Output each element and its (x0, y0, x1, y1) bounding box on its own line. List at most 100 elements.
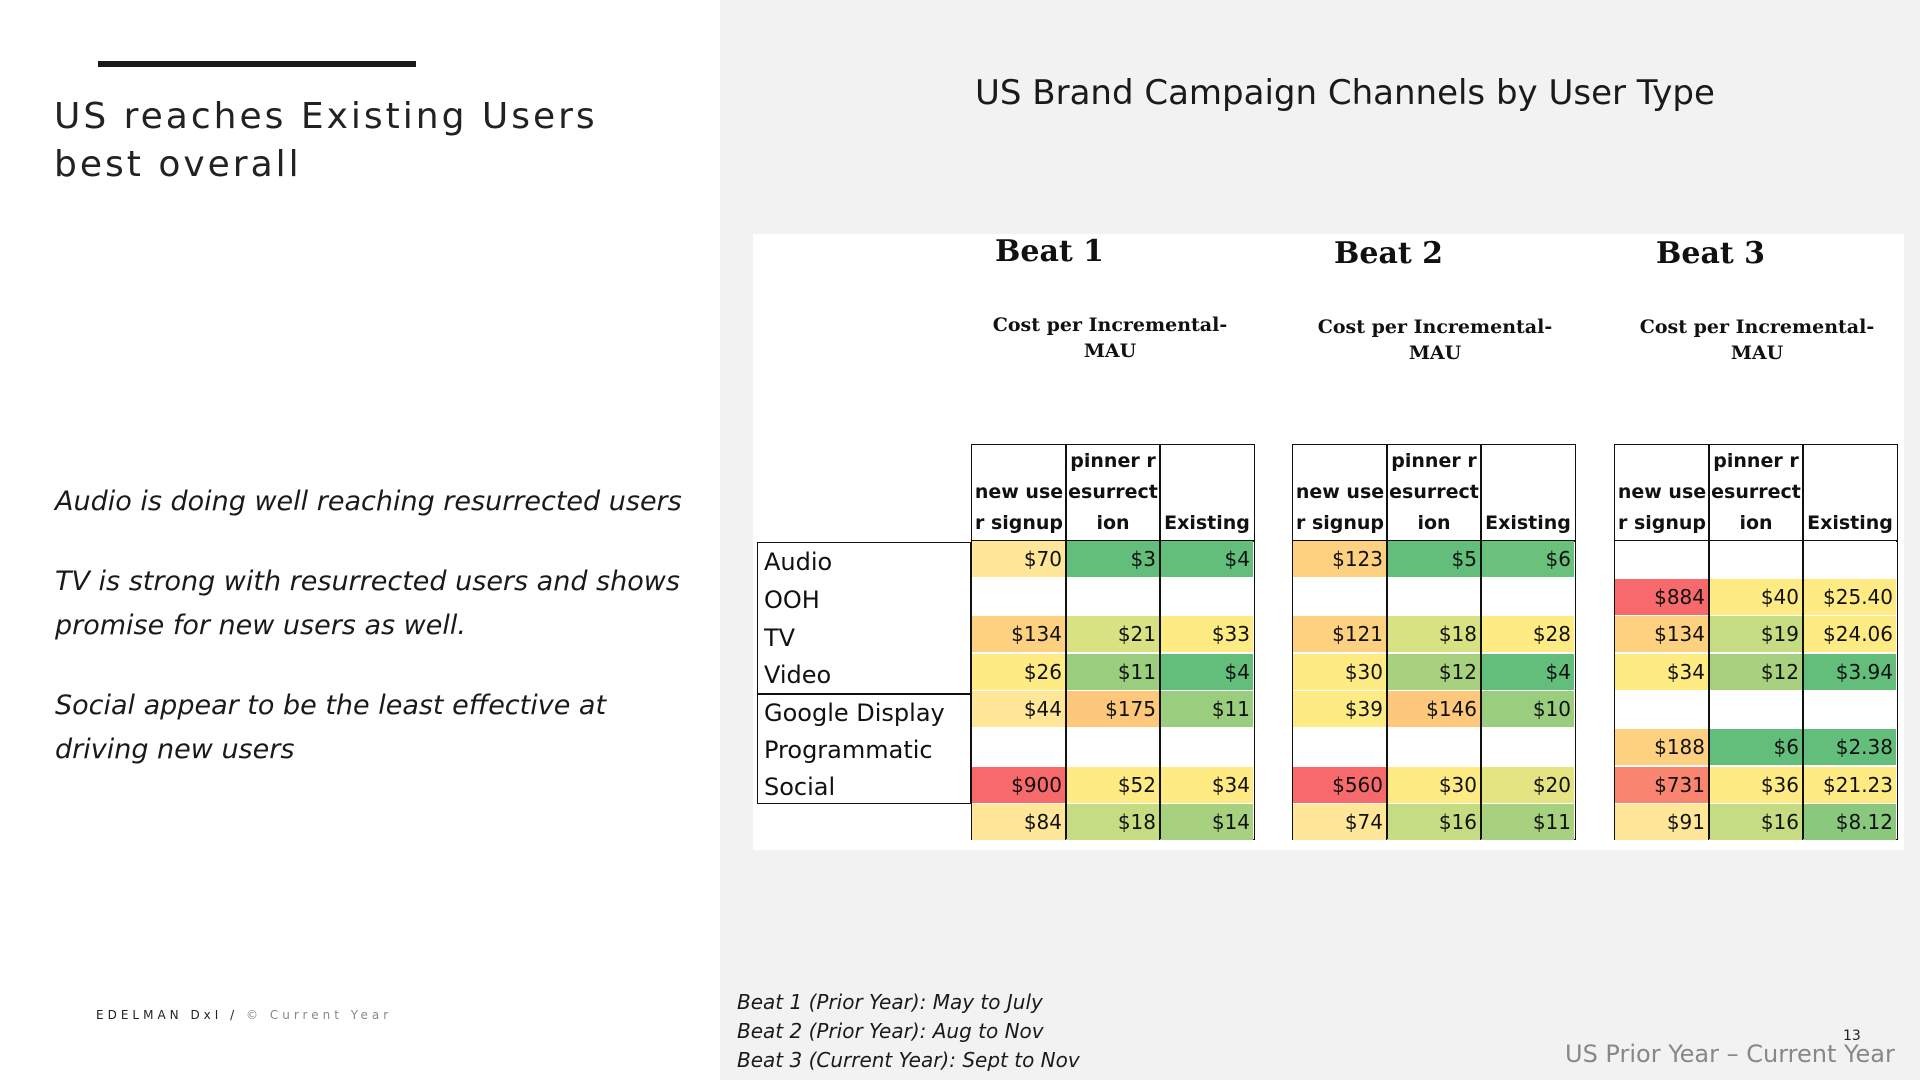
cell-existing (1803, 541, 1896, 577)
column-divider (1802, 445, 1804, 839)
accent-bar (98, 61, 416, 67)
cell-new-user-signup: $84 (972, 804, 1065, 841)
cell-existing: $4 (1160, 653, 1253, 690)
header-rule (972, 540, 1254, 542)
cell-pinner-resurrection: $19 (1709, 616, 1802, 653)
cell-new-user-signup (1293, 578, 1386, 615)
cell-pinner-resurrection: $30 (1387, 766, 1480, 803)
column-divider (1480, 445, 1482, 839)
channel-tv: TV (764, 624, 796, 652)
cell-pinner-resurrection: $5 (1387, 541, 1480, 577)
channel-programmatic: Programmatic (764, 736, 933, 764)
beat-3-dates: Beat 3 (Current Year): Sept to Nov (737, 1048, 1080, 1072)
period-label: US Prior Year – Current Year (1565, 1040, 1895, 1068)
column-divider (1065, 445, 1067, 839)
cell-existing: $3.94 (1803, 653, 1896, 690)
cell-existing: $8.12 (1803, 804, 1896, 841)
cell-existing: $6 (1481, 541, 1574, 577)
cell-existing (1481, 729, 1574, 765)
channel-google-display: Google Display (764, 699, 945, 727)
insight-tv: TV is strong with resurrected users and … (55, 566, 680, 641)
column-divider (1159, 445, 1161, 839)
cell-new-user-signup: $188 (1615, 729, 1708, 765)
channel-group-divider (758, 693, 970, 695)
cell-pinner-resurrection: $16 (1709, 804, 1802, 841)
col-header-pinner-resurrection: pinner resurrection (1389, 450, 1479, 534)
slide-heading: US reaches Existing Users best overall (54, 96, 598, 185)
col-header-new-user-signup: new user signup (974, 481, 1064, 534)
cell-existing: $33 (1160, 616, 1253, 653)
cell-new-user-signup: $731 (1615, 766, 1708, 803)
cell-pinner-resurrection: $6 (1709, 729, 1802, 765)
cell-new-user-signup (972, 729, 1065, 765)
cell-pinner-resurrection: $3 (1066, 541, 1159, 577)
cell-existing (1481, 578, 1574, 615)
header-rule (1293, 540, 1575, 542)
cell-existing: $14 (1160, 804, 1253, 841)
cell-pinner-resurrection (1387, 729, 1480, 765)
cell-new-user-signup: $91 (1615, 804, 1708, 841)
copyright-year: © Current Year (246, 1008, 393, 1022)
cell-existing: $11 (1481, 804, 1574, 841)
cell-existing (1803, 691, 1896, 728)
header-rule (1615, 540, 1897, 542)
beat-2-metric: Cost per Incremental-MAU (1317, 316, 1553, 364)
cell-pinner-resurrection: $18 (1066, 804, 1159, 841)
cell-new-user-signup: $123 (1293, 541, 1386, 577)
cell-existing: $28 (1481, 616, 1574, 653)
cell-existing: $11 (1160, 691, 1253, 728)
cell-existing: $2.38 (1803, 729, 1896, 765)
cell-new-user-signup: $560 (1293, 766, 1386, 803)
channel-video: Video (764, 661, 832, 689)
cell-pinner-resurrection (1387, 578, 1480, 615)
cell-existing: $4 (1160, 541, 1253, 577)
cell-pinner-resurrection (1709, 691, 1802, 728)
col-header-new-user-signup: new user signup (1617, 481, 1707, 534)
cell-existing: $20 (1481, 766, 1574, 803)
cell-existing: $21.23 (1803, 766, 1896, 803)
beat-1-title: Beat 1 (995, 234, 1105, 269)
cell-existing: $4 (1481, 653, 1574, 690)
cell-existing (1160, 578, 1253, 615)
cell-new-user-signup: $74 (1293, 804, 1386, 841)
beat-3-grid: new user signup pinner resurrection Existi… (1614, 444, 1898, 841)
channel-labels: Audio OOH TV Video Google Display Progra… (757, 542, 971, 804)
cell-new-user-signup: $900 (972, 766, 1065, 803)
cell-pinner-resurrection: $40 (1709, 578, 1802, 615)
col-header-existing: Existing (1485, 512, 1571, 534)
cell-existing: $25.40 (1803, 578, 1896, 615)
beat-3-title: Beat 3 (1656, 236, 1766, 271)
cell-new-user-signup (1293, 729, 1386, 765)
cell-pinner-resurrection: $12 (1709, 653, 1802, 690)
beat-1-metric: Cost per Incremental-MAU (992, 314, 1228, 362)
insight-list: Audio is doing well reaching resurrected… (55, 480, 695, 808)
cell-pinner-resurrection: $11 (1066, 653, 1159, 690)
cell-new-user-signup (1615, 691, 1708, 728)
beat-2-dates: Beat 2 (Prior Year): Aug to Nov (737, 1019, 1044, 1043)
cell-pinner-resurrection (1066, 729, 1159, 765)
cell-new-user-signup: $121 (1293, 616, 1386, 653)
col-header-pinner-resurrection: pinner resurrection (1711, 450, 1801, 534)
beat-1-grid: new user signup pinner resurrection Existi… (971, 444, 1255, 841)
brand-name: EDELMAN DxI (96, 1008, 223, 1022)
cell-pinner-resurrection (1066, 578, 1159, 615)
col-header-existing: Existing (1807, 512, 1893, 534)
cell-new-user-signup: $34 (1615, 653, 1708, 690)
insight-audio: Audio is doing well reaching resurrected… (55, 486, 682, 517)
beat-2-title: Beat 2 (1334, 236, 1444, 271)
cell-pinner-resurrection: $12 (1387, 653, 1480, 690)
cell-new-user-signup (972, 578, 1065, 615)
channel-ooh: OOH (764, 586, 820, 614)
cell-existing: $24.06 (1803, 616, 1896, 653)
cell-new-user-signup: $39 (1293, 691, 1386, 728)
brand-separator: / (230, 1008, 239, 1022)
col-header-new-user-signup: new user signup (1295, 481, 1385, 534)
left-panel: US reaches Existing Users best overall A… (0, 0, 720, 1080)
cell-new-user-signup: $26 (972, 653, 1065, 690)
beat-1-dates: Beat 1 (Prior Year): May to July (737, 990, 1043, 1014)
cell-pinner-resurrection: $21 (1066, 616, 1159, 653)
col-header-pinner-resurrection: pinner resurrection (1068, 450, 1158, 534)
column-divider (1708, 445, 1710, 839)
cell-pinner-resurrection: $52 (1066, 766, 1159, 803)
